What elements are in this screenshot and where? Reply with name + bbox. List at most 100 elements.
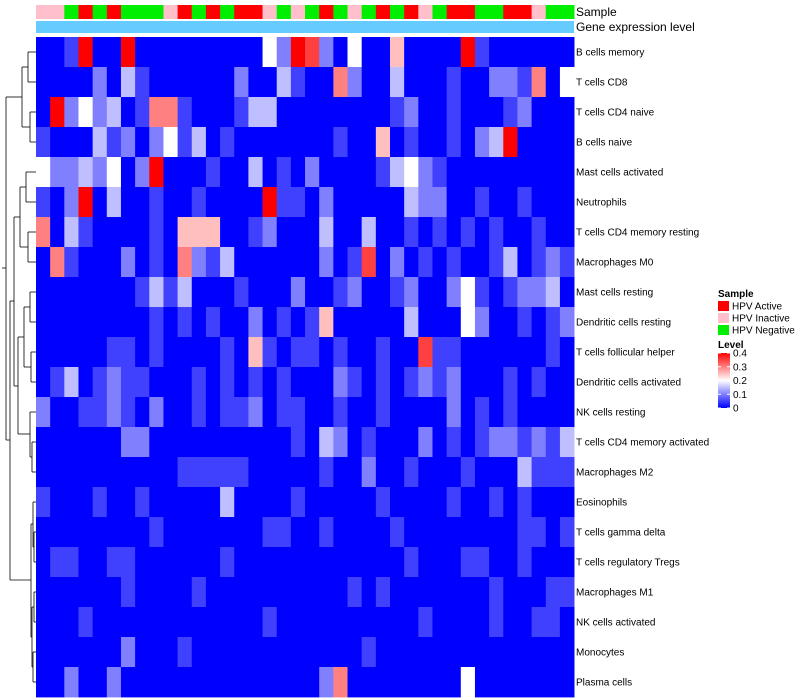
heatmap-cell <box>545 127 561 158</box>
sample-annotation-cell <box>135 5 150 19</box>
heatmap-cell <box>347 187 363 218</box>
heatmap-cell <box>191 337 207 368</box>
heatmap-cell <box>50 487 65 518</box>
heatmap-cell <box>333 457 348 488</box>
heatmap-cell <box>262 577 278 608</box>
sample-annotation-cell <box>78 5 94 19</box>
heatmap-cell <box>390 517 405 548</box>
heatmap-cell <box>205 457 221 488</box>
heatmap-cell <box>404 547 419 578</box>
heatmap-cell <box>361 67 377 98</box>
heatmap-cell <box>276 427 292 458</box>
heatmap-cell <box>36 457 51 488</box>
heatmap-cell <box>290 427 306 458</box>
heatmap-cell <box>191 517 207 548</box>
heatmap-cell <box>432 277 448 308</box>
heatmap-cell <box>36 37 51 68</box>
heatmap-cell <box>149 337 164 368</box>
heatmap-cell <box>36 307 51 338</box>
heatmap-cell <box>460 157 476 188</box>
heatmap-cell <box>531 337 547 368</box>
heatmap-cell <box>276 397 292 428</box>
heatmap-cell <box>262 667 278 698</box>
heatmap-cell <box>361 397 377 428</box>
heatmap-cell <box>489 517 504 548</box>
heatmap-cell <box>361 547 377 578</box>
sample-annotation-cell <box>220 5 235 19</box>
heatmap-cell <box>446 247 462 278</box>
heatmap-cell <box>290 667 306 698</box>
heatmap-cell <box>432 307 448 338</box>
heatmap-cell <box>446 307 462 338</box>
heatmap-cell <box>375 217 391 248</box>
level-legend-title: Level <box>718 340 744 351</box>
heatmap-cell <box>205 307 221 338</box>
heatmap-cell <box>319 187 334 218</box>
heatmap-cell <box>319 427 334 458</box>
heatmap-cell <box>248 397 263 428</box>
heatmap-cell <box>120 427 136 458</box>
heatmap-cell <box>517 277 532 308</box>
heatmap-cell <box>50 427 65 458</box>
heatmap-cell <box>248 37 263 68</box>
heatmap-cell <box>531 127 547 158</box>
heatmap-cell <box>50 547 65 578</box>
row-label: Mast cells resting <box>576 288 653 299</box>
heatmap-cell <box>559 307 575 338</box>
heatmap-cell <box>390 187 405 218</box>
sample-annotation-cell <box>92 5 108 19</box>
heatmap-cell <box>361 667 377 698</box>
heatmap-cell <box>489 247 504 278</box>
heatmap-cell <box>135 637 150 668</box>
heatmap-cell <box>262 157 278 188</box>
heatmap-cell <box>375 67 391 98</box>
heatmap-cell <box>262 397 278 428</box>
heatmap-cell <box>333 157 348 188</box>
heatmap-cell <box>290 637 306 668</box>
heatmap-cell <box>503 37 518 68</box>
heatmap-cell <box>446 37 462 68</box>
heatmap-cell <box>248 547 263 578</box>
heatmap-cell <box>404 487 419 518</box>
heatmap-cell <box>106 247 122 278</box>
heatmap-cell <box>36 427 51 458</box>
heatmap-cell <box>290 247 306 278</box>
heatmap-cell <box>163 397 178 428</box>
sample-annotation-cell <box>290 5 306 19</box>
heatmap-cell <box>432 217 448 248</box>
heatmap-cell <box>531 547 547 578</box>
heatmap-cell <box>333 337 348 368</box>
heatmap-cell <box>503 187 518 218</box>
heatmap-cell <box>418 427 433 458</box>
heatmap-cell <box>92 127 108 158</box>
heatmap-cell <box>191 367 207 398</box>
heatmap-cell <box>333 307 348 338</box>
heatmap-cell <box>489 397 504 428</box>
heatmap-cell <box>92 277 108 308</box>
heatmap-cell <box>220 667 235 698</box>
heatmap-cell <box>149 607 164 638</box>
heatmap-cell <box>531 277 547 308</box>
heatmap-cell <box>234 517 249 548</box>
heatmap-cell <box>276 577 292 608</box>
heatmap-cell <box>375 37 391 68</box>
heatmap-cell <box>559 127 575 158</box>
level-tick-label: 0.1 <box>733 390 747 401</box>
heatmap-cell <box>276 247 292 278</box>
heatmap-cell <box>418 637 433 668</box>
heatmap-cell <box>135 247 150 278</box>
heatmap-cell <box>36 607 51 638</box>
heatmap-cell <box>545 157 561 188</box>
heatmap-cell <box>404 97 419 128</box>
heatmap-cell <box>404 517 419 548</box>
sample-annotation-cell <box>361 5 377 19</box>
heatmap-cell <box>248 427 263 458</box>
sample-annotation-cell <box>333 5 348 19</box>
heatmap-cell <box>163 487 178 518</box>
heatmap-cell <box>262 217 278 248</box>
level-tick-label: 0.3 <box>733 362 747 373</box>
heatmap-cell <box>177 367 193 398</box>
heatmap-cell <box>220 637 235 668</box>
heatmap-cell <box>163 247 178 278</box>
heatmap-cell <box>120 577 136 608</box>
